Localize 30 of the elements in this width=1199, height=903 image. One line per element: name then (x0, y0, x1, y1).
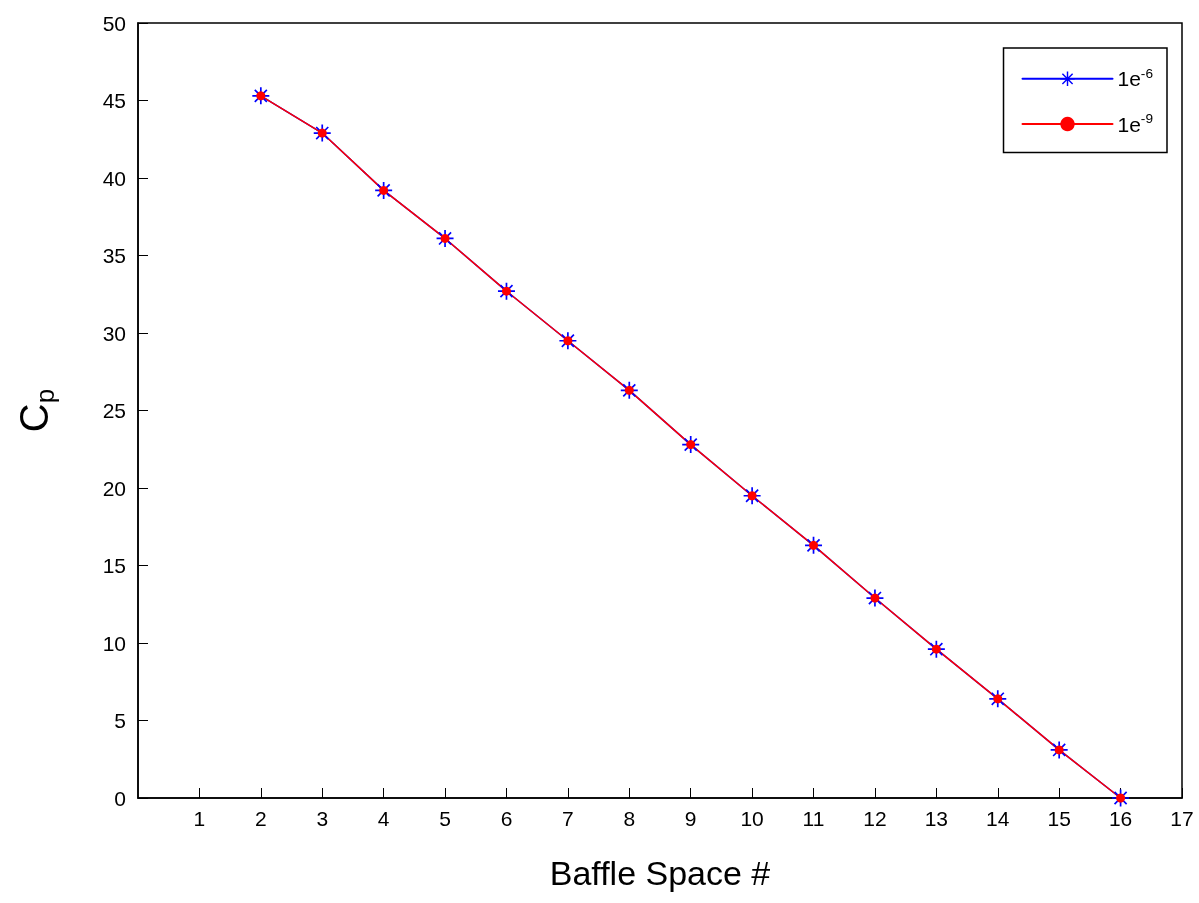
x-tick-label: 10 (740, 807, 764, 830)
y-tick-label: 25 (102, 399, 126, 422)
y-tick-label: 30 (102, 321, 126, 345)
x-tick-label: 2 (254, 807, 267, 830)
y-tick-label: 5 (114, 709, 126, 732)
y-tick-label: 0 (114, 786, 126, 810)
x-tick-label: 11 (802, 807, 825, 830)
y-tick-label: 50 (102, 11, 126, 35)
x-tick-label: 8 (623, 807, 636, 830)
x-tick-label: 3 (316, 807, 329, 830)
x-tick-label: 14 (986, 807, 1010, 830)
x-tick-label: 12 (863, 807, 887, 830)
y-tick-label: 45 (102, 89, 126, 112)
y-tick-label: 15 (102, 554, 126, 577)
y-axis-title: Cp (12, 388, 60, 433)
x-axis-title: Baffle Space # (549, 854, 771, 892)
x-tick-label: 5 (439, 807, 451, 830)
y-tick-label: 20 (102, 476, 126, 500)
x-tick-label: 16 (1108, 807, 1133, 830)
x-tick-label: 4 (377, 807, 390, 830)
y-tick-label: 10 (102, 631, 126, 655)
x-tick-label: 17 (1170, 807, 1194, 830)
x-tick-label: 6 (500, 807, 513, 830)
y-tick-label: 40 (102, 166, 126, 190)
x-tick-label: 13 (924, 807, 949, 830)
x-tick-label: 9 (684, 807, 697, 830)
y-tick-label: 35 (102, 244, 126, 267)
x-tick-label: 7 (562, 807, 574, 830)
x-tick-label: 15 (1047, 807, 1071, 830)
x-tick-label: 1 (193, 807, 206, 830)
